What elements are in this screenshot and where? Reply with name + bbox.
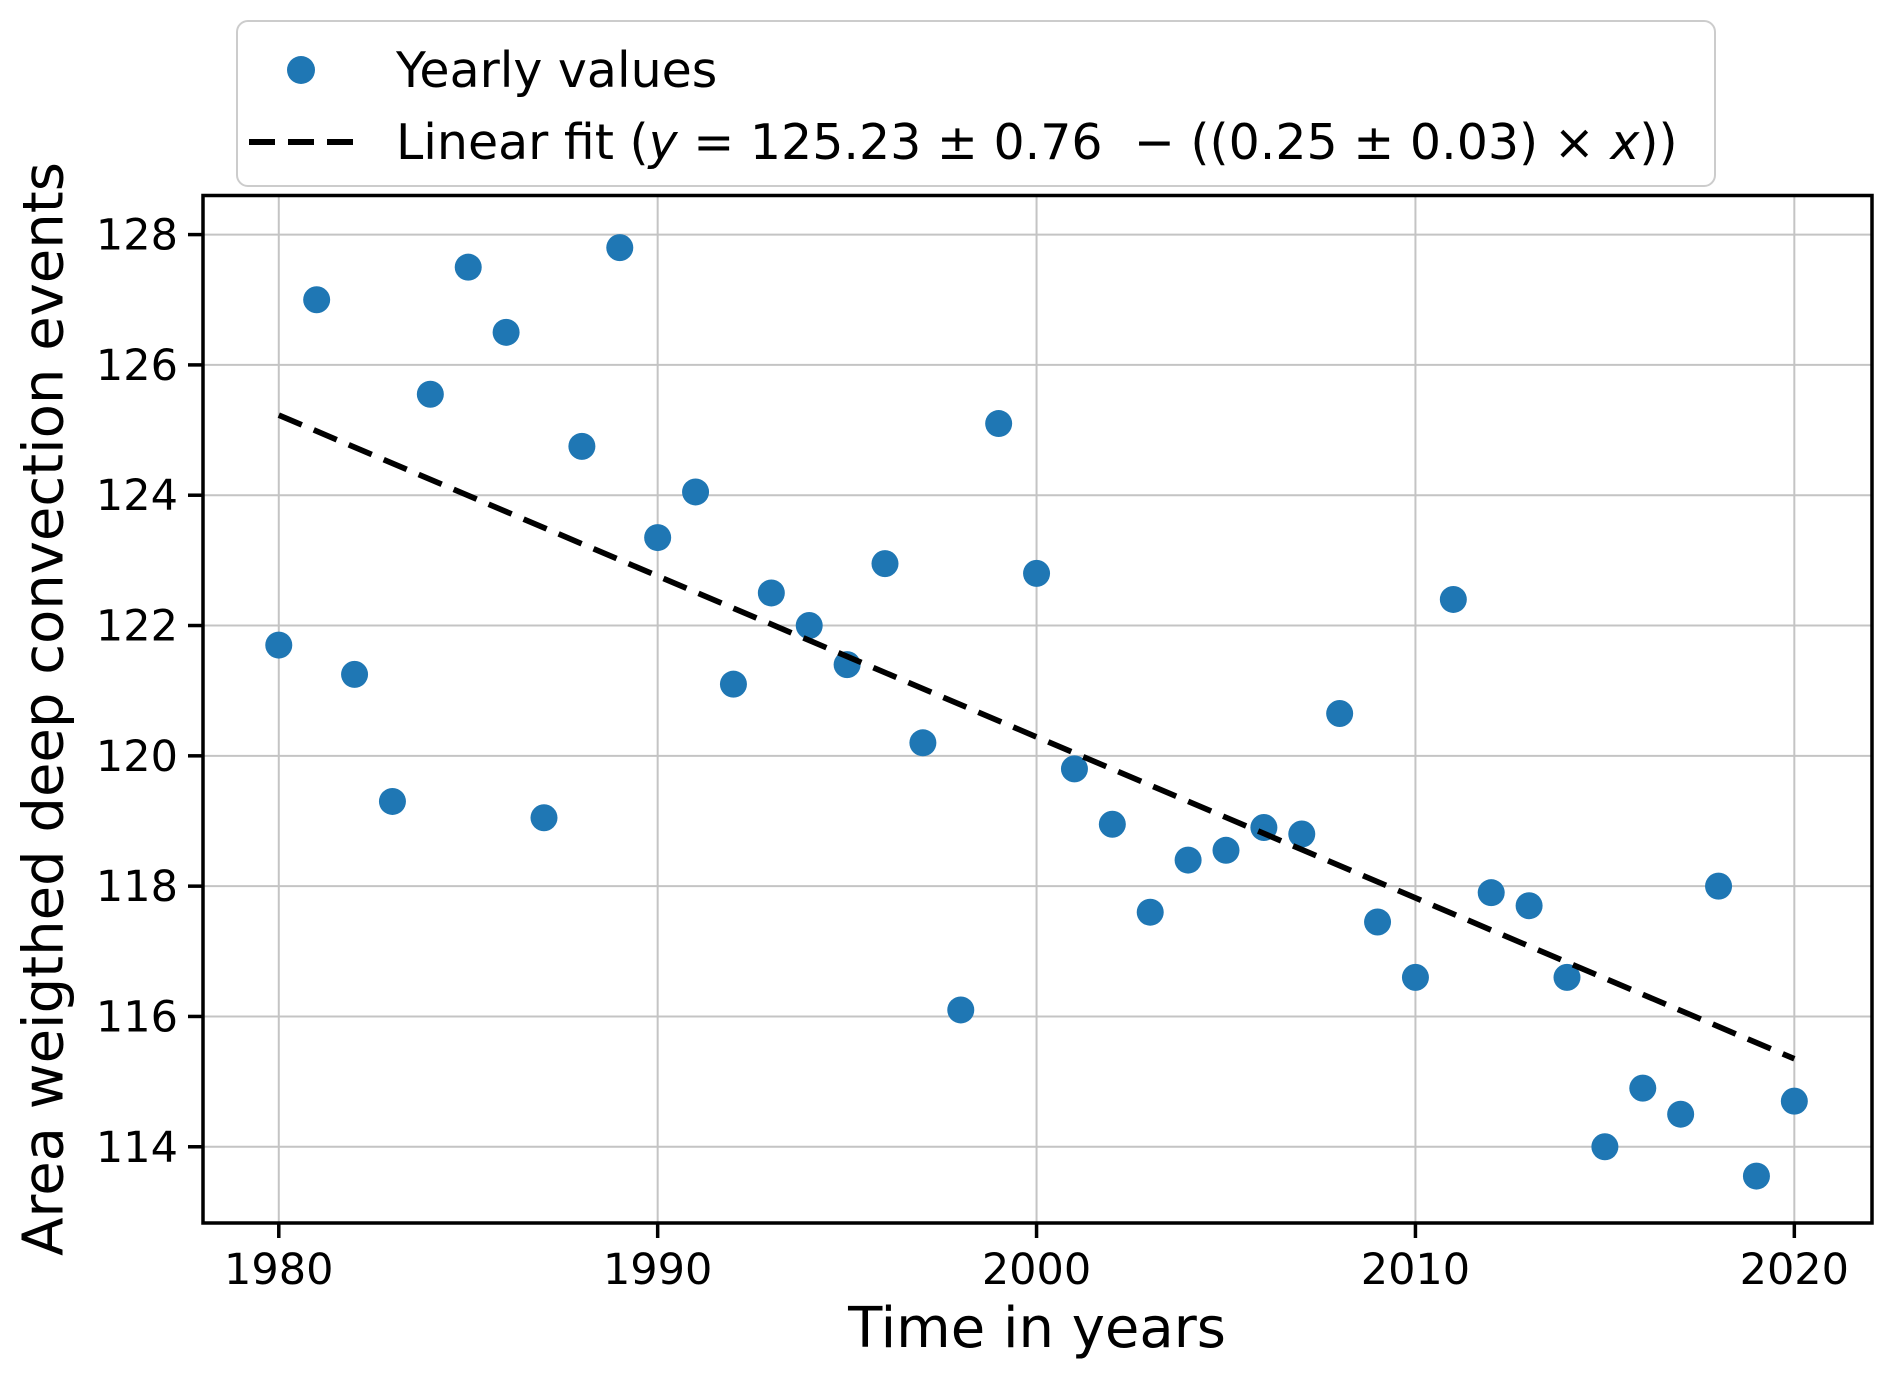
- y-tick-label: 128: [96, 211, 178, 261]
- data-point: [1060, 755, 1088, 783]
- legend: Yearly values Linear fit (y = 125.23 ± 0…: [236, 20, 1716, 187]
- data-point: [378, 787, 406, 815]
- data-point: [1780, 1087, 1808, 1115]
- data-point: [1591, 1133, 1619, 1161]
- data-point: [1174, 846, 1202, 874]
- data-point: [644, 524, 672, 552]
- x-tick-label: 1980: [224, 1245, 333, 1295]
- fit-label-suffix: )): [1639, 113, 1678, 171]
- linear-fit-line: [277, 412, 1796, 1062]
- data-point: [1288, 820, 1316, 848]
- data-point: [568, 432, 596, 460]
- data-point: [1667, 1100, 1695, 1128]
- data-point: [341, 660, 369, 688]
- legend-item-yearly-values: Yearly values: [238, 35, 1714, 105]
- dashed-line-marker-icon: [248, 139, 353, 145]
- y-tick-label: 122: [96, 602, 178, 652]
- data-point: [1326, 699, 1354, 727]
- legend-marker-cell: [238, 56, 363, 84]
- data-point: [303, 286, 331, 314]
- data-point: [795, 612, 823, 640]
- data-point: [1553, 963, 1581, 991]
- y-tick-label: 124: [96, 471, 178, 521]
- data-point: [871, 550, 899, 578]
- legend-item-linear-fit: Linear fit (y = 125.23 ± 0.76 − ((0.25 ±…: [238, 107, 1714, 177]
- fit-label-var-y: y: [648, 113, 678, 171]
- legend-marker-cell: [238, 139, 363, 145]
- x-tick-label: 2020: [1740, 1245, 1849, 1295]
- data-point: [947, 996, 975, 1024]
- data-point: [909, 729, 937, 757]
- fit-label-equation: = 125.23 ± 0.76 − ((0.25 ± 0.03) ×: [677, 113, 1611, 171]
- y-tick-label: 126: [96, 341, 178, 391]
- legend-label-linear-fit: Linear fit (y = 125.23 ± 0.76 − ((0.25 ±…: [396, 114, 1678, 171]
- data-point: [416, 380, 444, 408]
- data-point: [985, 410, 1013, 438]
- y-tick-label: 114: [96, 1123, 178, 1173]
- x-axis-title: Time in years: [848, 1296, 1226, 1361]
- data-point: [1705, 872, 1733, 900]
- x-tick-label: 2000: [982, 1245, 1091, 1295]
- data-point: [1401, 963, 1429, 991]
- y-tick-label: 118: [96, 862, 178, 912]
- data-point: [1212, 836, 1240, 864]
- data-point: [1742, 1162, 1770, 1190]
- data-point: [265, 631, 293, 659]
- fit-label-var-x: x: [1610, 113, 1640, 171]
- data-point: [719, 670, 747, 698]
- y-axis-title: Area weigthed deep convection events: [11, 162, 77, 1256]
- data-point: [454, 253, 482, 281]
- data-point: [530, 804, 558, 832]
- x-tick-label: 1990: [603, 1245, 712, 1295]
- legend-label-yearly-values: Yearly values: [396, 41, 718, 99]
- data-point: [492, 318, 520, 346]
- x-tick-label: 2010: [1361, 1245, 1470, 1295]
- data-point: [1023, 559, 1051, 587]
- y-tick-label: 120: [96, 732, 178, 782]
- data-point: [606, 234, 634, 262]
- data-point: [1515, 892, 1543, 920]
- fit-label-prefix: Linear fit (: [396, 113, 649, 171]
- data-point: [1098, 810, 1126, 838]
- data-point: [682, 478, 710, 506]
- data-point: [1136, 898, 1164, 926]
- data-point: [1364, 908, 1392, 936]
- y-tick-label: 116: [96, 992, 178, 1042]
- data-point: [1629, 1074, 1657, 1102]
- data-point: [757, 579, 785, 607]
- data-point: [1439, 585, 1467, 613]
- scatter-marker-icon: [286, 56, 315, 84]
- data-point: [1477, 879, 1505, 907]
